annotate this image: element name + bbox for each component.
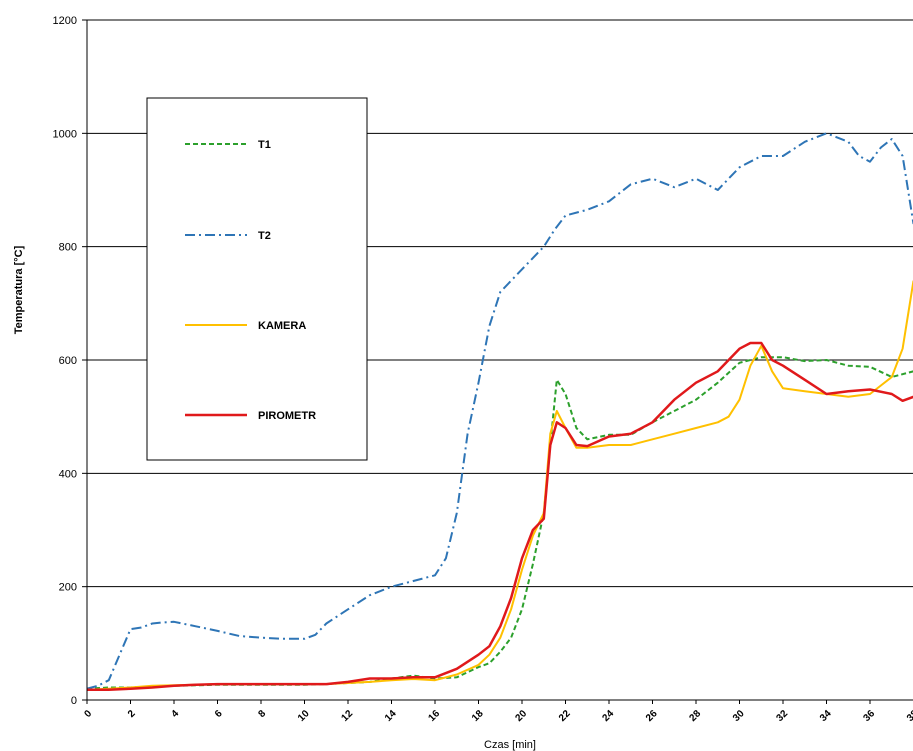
legend-item-t2: T2 <box>185 230 271 242</box>
y-tick-label-600: 600 <box>59 355 77 367</box>
x-tick-label-20: 20 <box>513 708 529 724</box>
x-tick-label-8: 8 <box>256 708 268 720</box>
legend-item-kamera: KAMERA <box>185 320 306 332</box>
x-axis-ticks: 0 2 4 6 8 10 12 14 16 18 20 22 24 26 28 30 32 34 36 38 <box>82 700 913 724</box>
x-tick-label-38: 38 <box>905 708 913 724</box>
x-tick-label-24: 24 <box>600 708 616 724</box>
x-tick-label-0: 0 <box>82 708 94 720</box>
x-tick-label-30: 30 <box>731 708 747 724</box>
x-tick-label-26: 26 <box>644 708 660 724</box>
x-tick-label-10: 10 <box>296 708 312 724</box>
x-tick-label-14: 14 <box>383 708 399 724</box>
x-tick-label-22: 22 <box>557 708 573 724</box>
x-axis-label: Czas [min] <box>484 739 536 751</box>
x-tick-label-28: 28 <box>687 708 703 724</box>
x-tick-label-16: 16 <box>426 708 442 724</box>
y-tick-label-0: 0 <box>71 695 77 707</box>
legend-label-t1: T1 <box>258 139 271 151</box>
x-tick-label-12: 12 <box>339 708 355 724</box>
series-line-pirometr <box>87 341 913 692</box>
series-line-t2 <box>87 132 913 690</box>
y-tick-label-200: 200 <box>59 582 77 594</box>
y-axis-ticks: 0 200 400 600 800 1000 1200 <box>53 15 87 707</box>
x-tick-label-2: 2 <box>126 708 138 720</box>
y-tick-label-1200: 1200 <box>53 15 77 27</box>
legend-item-t1: T1 <box>185 139 271 151</box>
x-tick-label-18: 18 <box>470 708 486 724</box>
x-tick-label-34: 34 <box>818 708 834 724</box>
legend-label-kamera: KAMERA <box>258 320 306 332</box>
y-axis-label: Temperatura [°C] <box>13 245 25 334</box>
x-tick-label-36: 36 <box>861 708 877 724</box>
y-tick-label-1000: 1000 <box>53 128 77 140</box>
series-group <box>87 132 913 692</box>
legend-label-t2: T2 <box>258 230 271 242</box>
x-tick-label-4: 4 <box>169 708 181 720</box>
legend-label-pirometr: PIROMETR <box>258 410 316 422</box>
legend-item-pirometr: PIROMETR <box>185 410 316 422</box>
y-tick-label-800: 800 <box>59 242 77 254</box>
legend: T1 T2 KAMERA PIROMETR <box>146 97 368 461</box>
x-tick-label-6: 6 <box>213 708 225 720</box>
y-tick-label-400: 400 <box>59 468 77 480</box>
x-tick-label-32: 32 <box>774 708 790 724</box>
legend-box <box>146 97 368 461</box>
